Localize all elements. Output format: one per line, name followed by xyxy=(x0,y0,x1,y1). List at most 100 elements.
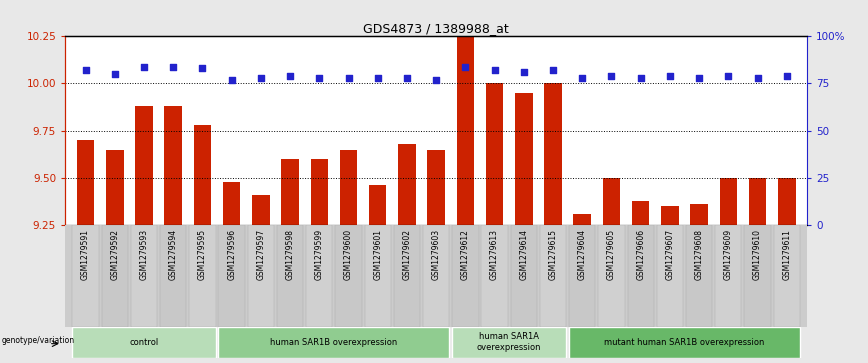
Point xyxy=(371,75,385,81)
Text: GSM1279600: GSM1279600 xyxy=(344,229,353,280)
Text: GSM1279597: GSM1279597 xyxy=(256,229,266,280)
Bar xyxy=(457,36,474,225)
Point xyxy=(429,77,443,83)
Text: GSM1279594: GSM1279594 xyxy=(168,229,178,280)
Text: GSM1279611: GSM1279611 xyxy=(782,229,792,280)
Text: GSM1279598: GSM1279598 xyxy=(286,229,294,280)
Bar xyxy=(164,106,182,225)
Text: GSM1279610: GSM1279610 xyxy=(753,229,762,280)
Bar xyxy=(223,182,240,225)
Text: GSM1279595: GSM1279595 xyxy=(198,229,207,280)
Bar xyxy=(715,225,741,327)
Bar xyxy=(749,178,766,225)
Point xyxy=(254,75,268,81)
Text: genotype/variation: genotype/variation xyxy=(1,336,75,345)
Text: GSM1279605: GSM1279605 xyxy=(607,229,616,280)
Bar xyxy=(365,225,391,327)
Bar xyxy=(602,178,621,225)
Bar xyxy=(160,225,187,327)
Title: GDS4873 / 1389988_at: GDS4873 / 1389988_at xyxy=(364,22,509,35)
Text: GSM1279601: GSM1279601 xyxy=(373,229,382,280)
Bar xyxy=(247,225,274,327)
Point xyxy=(137,64,151,69)
Bar xyxy=(194,125,211,225)
Bar xyxy=(661,206,679,225)
Text: GSM1279613: GSM1279613 xyxy=(490,229,499,280)
Point xyxy=(79,68,93,73)
Point xyxy=(195,65,209,71)
Point xyxy=(751,75,765,81)
Bar xyxy=(189,225,215,327)
Text: mutant human SAR1B overexpression: mutant human SAR1B overexpression xyxy=(604,338,765,347)
Text: GSM1279592: GSM1279592 xyxy=(110,229,119,280)
Bar xyxy=(131,225,157,327)
Text: GSM1279602: GSM1279602 xyxy=(403,229,411,280)
Point xyxy=(342,75,356,81)
Bar xyxy=(778,178,796,225)
Bar xyxy=(544,83,562,225)
Bar xyxy=(773,225,800,327)
Bar xyxy=(252,195,270,225)
Bar xyxy=(106,150,123,225)
Bar xyxy=(427,150,445,225)
Bar xyxy=(486,83,503,225)
Text: GSM1279614: GSM1279614 xyxy=(519,229,529,280)
Point xyxy=(167,64,181,69)
Bar xyxy=(306,225,332,327)
Bar xyxy=(219,225,245,327)
Text: GSM1279604: GSM1279604 xyxy=(578,229,587,280)
Bar xyxy=(452,225,478,327)
Text: GSM1279591: GSM1279591 xyxy=(81,229,90,280)
Bar xyxy=(690,204,708,225)
Point xyxy=(604,73,618,79)
Bar xyxy=(598,225,625,327)
Bar xyxy=(281,159,299,225)
Bar xyxy=(102,225,128,327)
Bar xyxy=(569,225,595,327)
Bar xyxy=(398,144,416,225)
Point xyxy=(225,77,239,83)
Point xyxy=(400,75,414,81)
Bar xyxy=(632,200,649,225)
Text: human SAR1A
overexpression: human SAR1A overexpression xyxy=(477,333,542,352)
Bar xyxy=(574,214,591,225)
Point xyxy=(488,68,502,73)
Text: GSM1279603: GSM1279603 xyxy=(431,229,441,280)
Text: GSM1279599: GSM1279599 xyxy=(315,229,324,280)
Text: GSM1279593: GSM1279593 xyxy=(140,229,148,280)
Point xyxy=(692,75,706,81)
Bar xyxy=(72,225,99,327)
Bar xyxy=(369,185,386,225)
Text: GSM1279607: GSM1279607 xyxy=(666,229,674,280)
Point xyxy=(516,69,530,75)
Text: GSM1279609: GSM1279609 xyxy=(724,229,733,280)
Bar xyxy=(720,178,737,225)
Bar xyxy=(219,327,450,358)
Point xyxy=(634,75,648,81)
Point xyxy=(779,73,793,79)
Bar xyxy=(657,225,683,327)
Text: GSM1279612: GSM1279612 xyxy=(461,229,470,280)
Bar xyxy=(686,225,713,327)
Text: GSM1279596: GSM1279596 xyxy=(227,229,236,280)
Bar xyxy=(394,225,420,327)
Bar xyxy=(135,106,153,225)
Point xyxy=(283,73,297,79)
Bar xyxy=(76,140,95,225)
Point xyxy=(546,68,560,73)
Bar xyxy=(335,225,362,327)
Point xyxy=(663,73,677,79)
Bar xyxy=(277,225,303,327)
Bar xyxy=(569,327,800,358)
Bar xyxy=(745,225,771,327)
Text: control: control xyxy=(129,338,159,347)
Bar xyxy=(72,327,215,358)
Bar xyxy=(510,225,537,327)
Bar xyxy=(482,225,508,327)
Bar xyxy=(65,225,807,327)
Bar xyxy=(452,327,566,358)
Text: GSM1279615: GSM1279615 xyxy=(549,229,557,280)
Bar xyxy=(628,225,654,327)
Bar xyxy=(311,159,328,225)
Point xyxy=(575,75,589,81)
